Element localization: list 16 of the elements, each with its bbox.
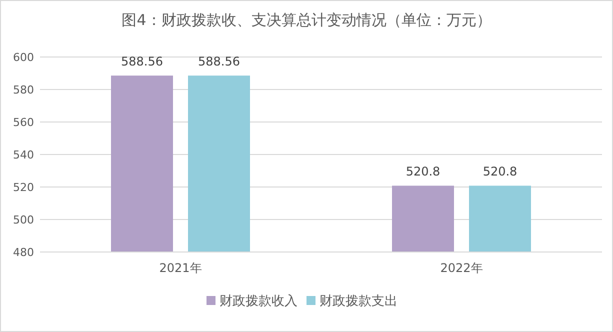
legend-label: 财政拨款支出 [320, 294, 398, 309]
data-label: 520.8 [406, 164, 440, 179]
y-tick-label: 520 [13, 181, 34, 194]
x-tick-label: 2022年 [440, 261, 483, 275]
y-tick-label: 580 [13, 84, 34, 96]
y-tick-label: 500 [13, 214, 34, 226]
chart-title: 图4：财政拨款收、支决算总计变动情况（单位：万元） [122, 11, 492, 29]
data-label: 588.56 [198, 54, 240, 69]
x-tick-label: 2021年 [159, 261, 202, 275]
data-label: 588.56 [121, 54, 163, 69]
y-tick-label: 540 [13, 148, 34, 162]
y-tick-label: 480 [13, 246, 34, 259]
data-label: 520.8 [482, 164, 518, 179]
legend-label: 财政拨款收入 [220, 294, 298, 309]
y-tick-label: 560 [13, 116, 34, 129]
y-tick-label: 600 [13, 51, 34, 64]
